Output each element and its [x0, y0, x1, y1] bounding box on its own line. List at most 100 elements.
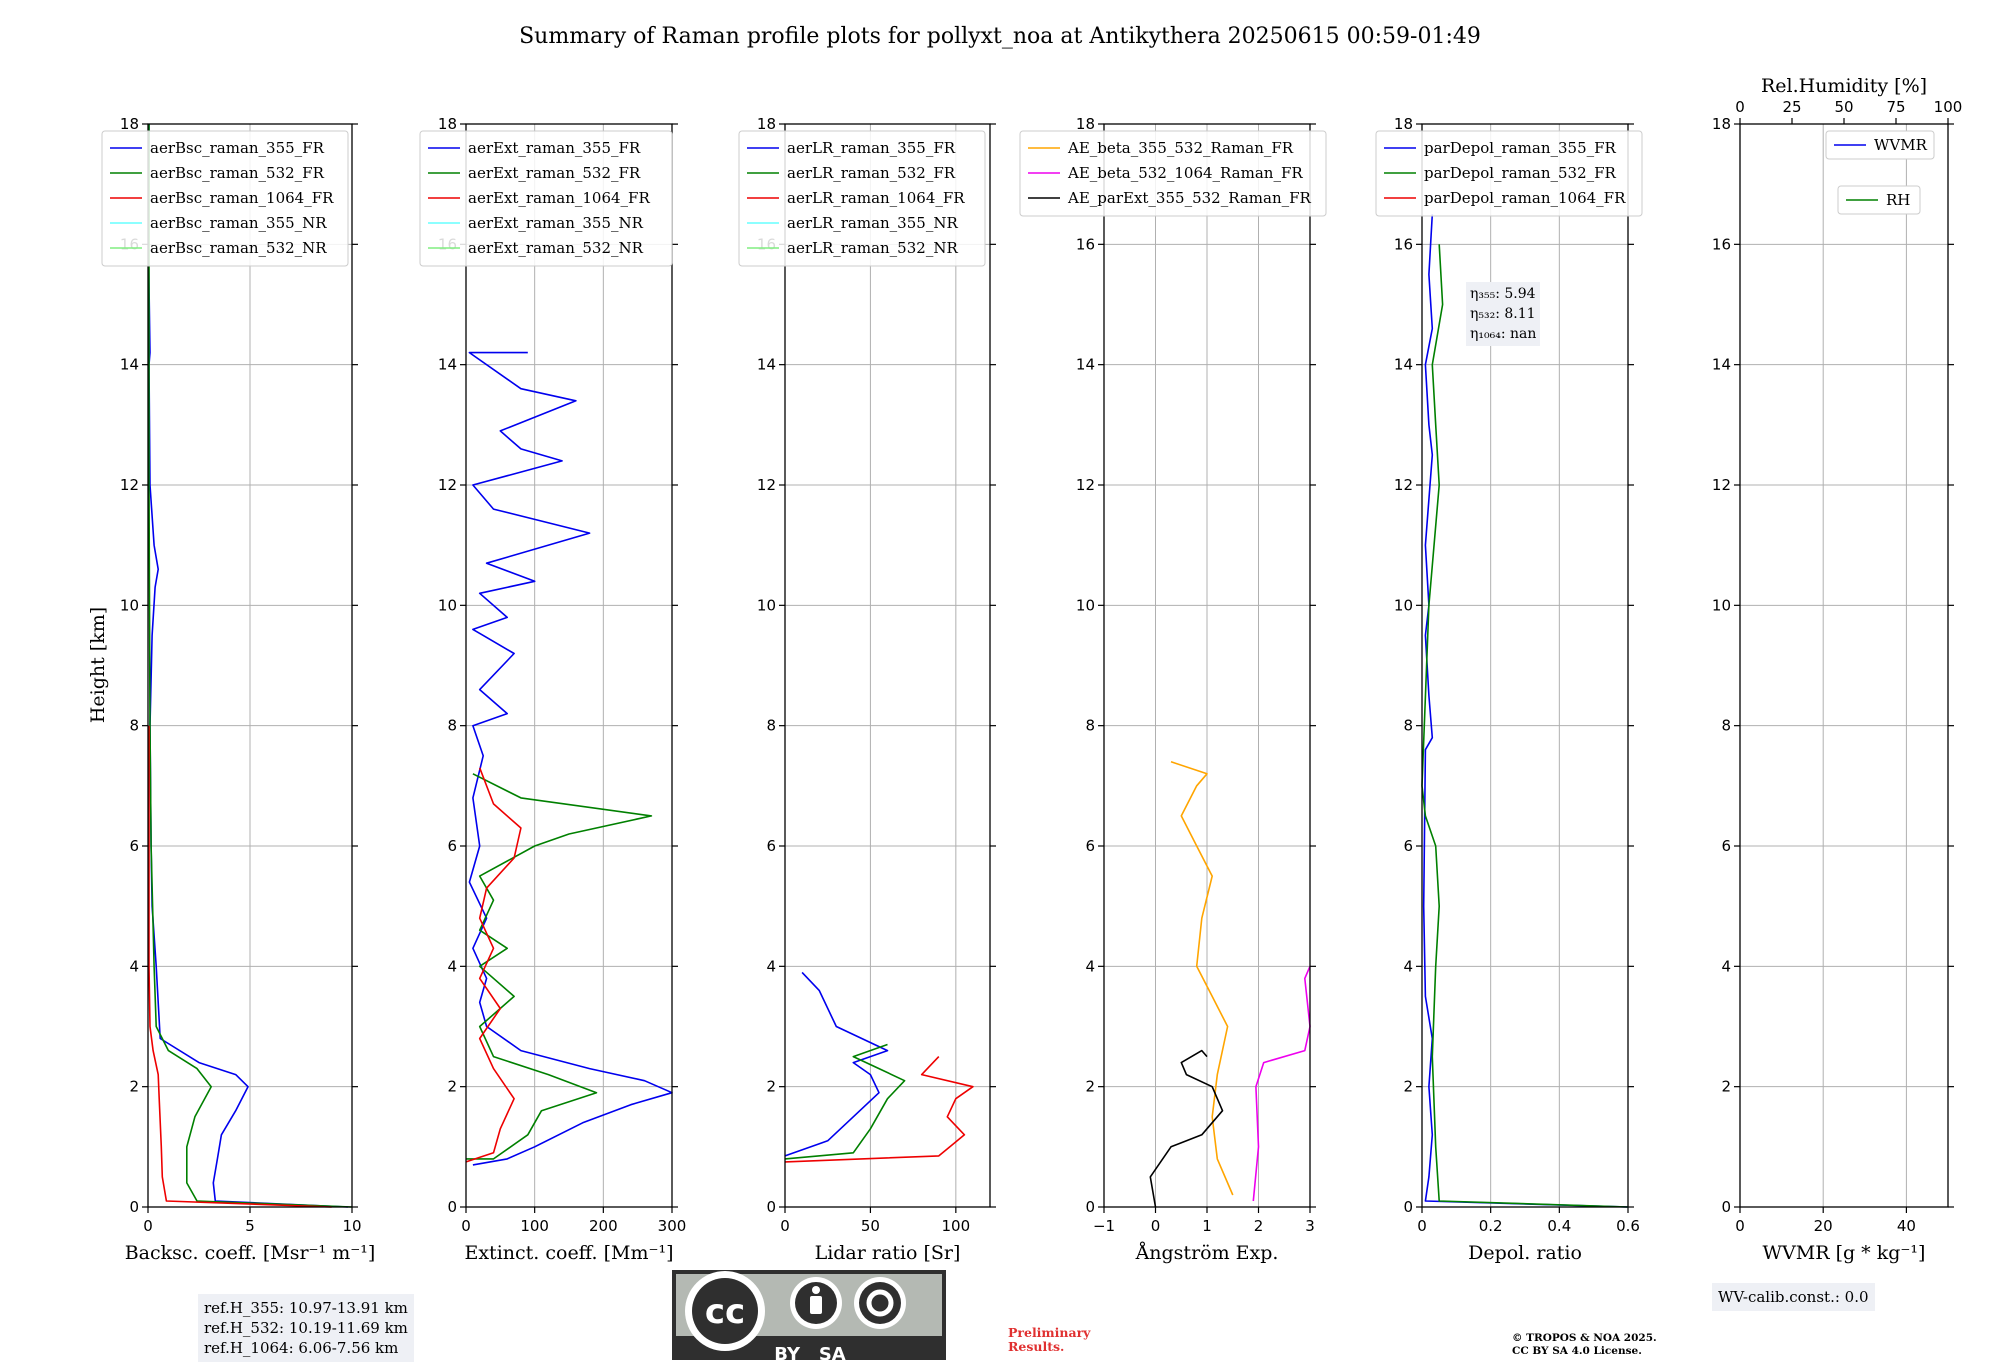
depol-series-0: [1422, 214, 1629, 1208]
ae-ytick-label: 0: [1085, 1198, 1095, 1216]
ae-ytick-label: 2: [1085, 1078, 1095, 1096]
bsc-ytick-label: 6: [129, 837, 139, 855]
lr-ytick-label: 10: [757, 596, 776, 614]
wv-legend-1: RH: [1837, 185, 1921, 215]
ae-ytick-label: 8: [1085, 717, 1095, 735]
depol-ytick-label: 0: [1403, 1198, 1413, 1216]
lr-ytick-label: 12: [757, 476, 776, 494]
wv-ytick-label: 6: [1721, 837, 1731, 855]
lr-ytick-label: 0: [766, 1198, 776, 1216]
lr-ytick-label: 14: [757, 356, 776, 374]
ae-xtick-label: 3: [1305, 1217, 1315, 1235]
bsc-ytick-label: 4: [129, 957, 139, 975]
depol-ytick-label: 18: [1394, 115, 1413, 133]
lr-legend: aerLR_raman_355_FR aerLR_raman_532_FR aerL…: [738, 130, 986, 267]
depol-xtick-label: 0: [1417, 1217, 1427, 1235]
lr-legend-label-2: aerLR_raman_1064_FR: [787, 189, 965, 207]
wv-top-xtick-label: 0: [1735, 98, 1745, 116]
ext-ytick-label: 0: [447, 1198, 457, 1216]
ext-xtick-label: 0: [461, 1217, 471, 1235]
depol-ytick-label: 14: [1394, 356, 1413, 374]
bsc-legend-box: [101, 130, 349, 267]
reference-height-box: ref.H_355: 10.97-13.91 km ref.H_532: 10.…: [198, 1294, 414, 1362]
bsc-ytick-label: 0: [129, 1198, 139, 1216]
wv-legend-label: WVMR: [1874, 136, 1928, 154]
lr-ytick-label: 18: [757, 115, 776, 133]
y-axis-label: Height [km]: [87, 607, 109, 723]
lr-legend-label-4: aerLR_raman_532_NR: [787, 239, 958, 257]
ext-ytick-label: 2: [447, 1078, 457, 1096]
ext-series-2: [465, 767, 522, 1163]
wv-top-xtick-label: 100: [1934, 98, 1963, 116]
lr-legend-label-0: aerLR_raman_355_FR: [787, 139, 956, 157]
ext-ytick-label: 14: [438, 356, 457, 374]
depol-ytick-label: 8: [1403, 717, 1413, 735]
ext-ytick-label: 12: [438, 476, 457, 494]
ext-ytick-label: 4: [447, 957, 457, 975]
bsc-legend-label-2: aerBsc_raman_1064_FR: [150, 189, 334, 207]
preliminary-results-note: Preliminary Results.: [1008, 1325, 1091, 1354]
ext-series-1: [466, 773, 653, 1160]
depol-ytick-label: 6: [1403, 837, 1413, 855]
eta-355: η₃₅₅: 5.94: [1470, 286, 1536, 302]
lr-xtick-label: 50: [861, 1217, 880, 1235]
ext-series-0: [468, 351, 673, 1166]
wv-ytick-label: 0: [1721, 1198, 1731, 1216]
bsc-series-2: [148, 725, 332, 1208]
depol-legend-box: [1375, 130, 1643, 217]
ext-plot-area: [466, 124, 672, 1207]
bsc-ytick-label: 2: [129, 1078, 139, 1096]
cc-license-badge[interactable]: cc BY SA: [672, 1270, 946, 1360]
wv-ytick-label: 10: [1712, 596, 1731, 614]
depol-xtick-label: 0.2: [1479, 1217, 1503, 1235]
ae-x-axis-label: Ångström Exp.: [1135, 1242, 1279, 1264]
lr-series-2: [784, 1056, 974, 1163]
ae-ytick-label: 18: [1076, 115, 1095, 133]
depol-ytick-label: 4: [1403, 957, 1413, 975]
panel-depol: 0 2 4 6 8 10 12 14 16 18 0 0.2 0.4 0.6 Depol. ratio par…: [1375, 115, 1643, 1264]
wv-ytick-label: 18: [1712, 115, 1731, 133]
lr-ytick-label: 2: [766, 1078, 776, 1096]
bsc-legend-label-1: aerBsc_raman_532_FR: [150, 164, 325, 182]
depol-legend-label-2: parDepol_raman_1064_FR: [1424, 189, 1626, 207]
wv-top-axis-label: Rel.Humidity [%]: [1761, 75, 1927, 97]
copyright-note: © TROPOS & NOA 2025. CC BY SA 4.0 Licens…: [1512, 1332, 1657, 1357]
ae-ytick-label: 4: [1085, 957, 1095, 975]
bsc-legend: aerBsc_raman_355_FR aerBsc_raman_532_FRae…: [101, 130, 349, 267]
ae-ytick-label: 16: [1076, 235, 1095, 253]
ext-axes-frame: [465, 123, 673, 1208]
license-badge-text: BY SA: [774, 1344, 846, 1360]
lr-x-axis-label: Lidar ratio [Sr]: [815, 1242, 961, 1264]
bsc-ytick-label: 14: [120, 356, 139, 374]
eta-532: η₅₃₂: 8.11: [1470, 306, 1536, 322]
wv-legend-box: [1837, 185, 1921, 215]
wv-legend-0: WVMR: [1825, 130, 1935, 160]
panel-ext: 0246810121416180100200300Extinct. coeff.…: [419, 115, 687, 1264]
wv-ytick-label: 16: [1712, 235, 1731, 253]
bsc-ytick-label: 8: [129, 717, 139, 735]
lr-legend-label-1: aerLR_raman_532_FR: [787, 164, 956, 182]
ext-legend-label-0: aerExt_raman_355_FR: [468, 139, 641, 157]
cc-icon: cc: [705, 1292, 745, 1332]
depol-legend-label-1: parDepol_raman_532_FR: [1424, 164, 1617, 182]
bsc-ytick-label: 18: [120, 115, 139, 133]
ae-legend-box: [1019, 130, 1327, 217]
ae-series-2: [1149, 1049, 1224, 1208]
ae-legend-label-2: AE_parExt_355_532_Raman_FR: [1067, 189, 1312, 207]
panel-lr: 024681012141618050100Lidar ratio [Sr]aer…: [738, 115, 996, 1264]
depol-xtick-label: 0.4: [1547, 1217, 1571, 1235]
ext-legend-label-4: aerExt_raman_532_NR: [468, 239, 644, 257]
ref-height-1064: ref.H_1064: 6.06-7.56 km: [204, 1339, 399, 1357]
wv-plot-area: [1740, 124, 1948, 1207]
ext-xtick-label: 300: [658, 1217, 687, 1235]
ref-height-355: ref.H_355: 10.97-13.91 km: [204, 1299, 408, 1317]
lr-ytick-label: 4: [766, 957, 776, 975]
wv-ytick-label: 14: [1712, 356, 1731, 374]
ext-legend-label-1: aerExt_raman_532_FR: [468, 164, 641, 182]
ext-ytick-label: 18: [438, 115, 457, 133]
depol-xtick-label: 0.6: [1616, 1217, 1640, 1235]
wv-top-xtick-label: 25: [1782, 98, 1801, 116]
ext-legend-label-3: aerExt_raman_355_NR: [468, 214, 644, 232]
wv-xtick-label: 40: [1897, 1217, 1916, 1235]
